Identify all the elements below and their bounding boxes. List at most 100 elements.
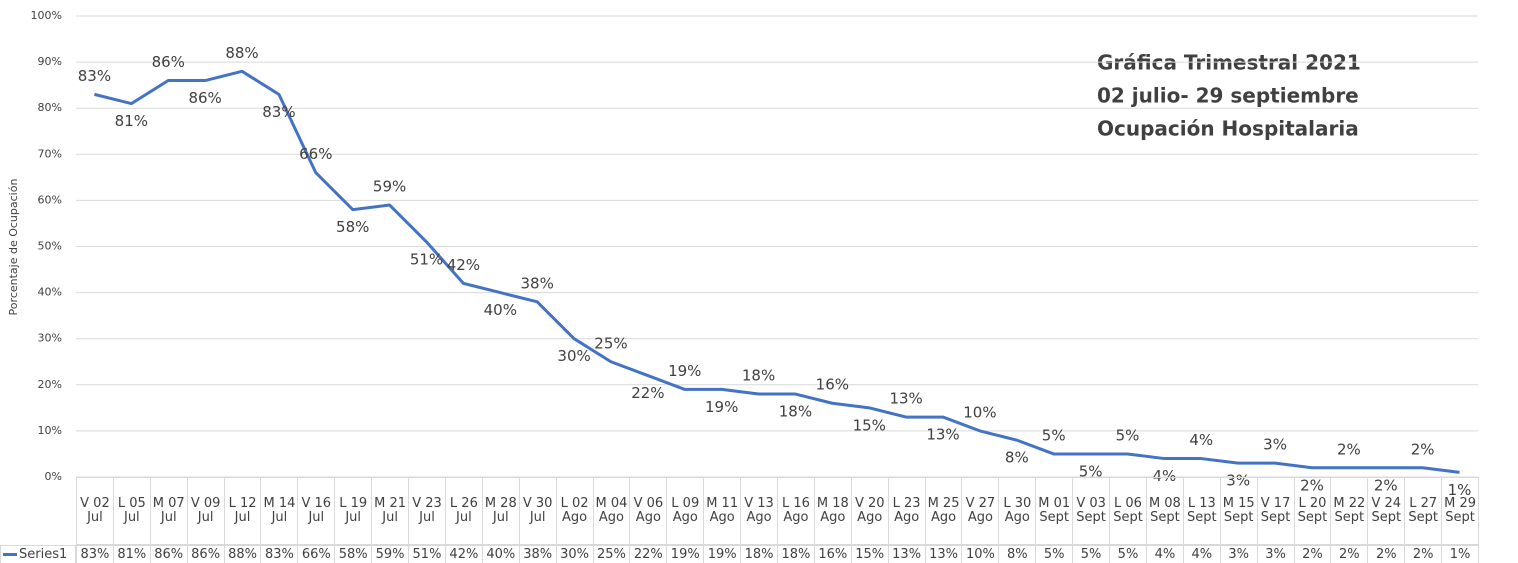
x-tick-label: M 28 Jul xyxy=(481,477,520,545)
table-value: 1% xyxy=(1441,545,1479,563)
x-tick-label: L 16 Ago xyxy=(777,477,815,545)
table-value: 2% xyxy=(1367,545,1406,563)
x-tick-label: M 18 Ago xyxy=(813,477,852,545)
table-value: 19% xyxy=(666,545,705,563)
table-value: 13% xyxy=(887,545,926,563)
table-value: 16% xyxy=(813,545,852,563)
table-value: 4% xyxy=(1145,545,1184,563)
table-value: 8% xyxy=(998,545,1037,563)
table-value: 13% xyxy=(924,545,963,563)
data-label: 88% xyxy=(225,44,258,62)
y-tick-label: 40% xyxy=(38,286,62,299)
table-value: 30% xyxy=(555,545,594,563)
data-label: 86% xyxy=(188,89,221,107)
x-tick-label: L 06 Sept xyxy=(1109,477,1147,545)
data-label: 86% xyxy=(152,53,185,71)
x-tick-label: M 22 Sept xyxy=(1330,477,1369,545)
x-tick-label: L 27 Sept xyxy=(1404,477,1443,545)
table-value: 58% xyxy=(334,545,373,563)
data-label: 13% xyxy=(926,426,959,444)
data-label: 5% xyxy=(1116,426,1140,444)
x-tick-label: M 25 Ago xyxy=(924,477,963,545)
table-value: 59% xyxy=(371,545,410,563)
data-label: 38% xyxy=(521,274,554,292)
x-tick-label: V 17 Sept xyxy=(1256,477,1295,545)
table-value: 66% xyxy=(297,545,336,563)
x-tick-label: M 29 Sept xyxy=(1441,477,1479,545)
data-label: 19% xyxy=(668,362,701,380)
x-tick-label: V 03 Sept xyxy=(1072,477,1111,545)
data-label: 4% xyxy=(1152,467,1176,485)
x-tick-label: V 30 Jul xyxy=(518,477,557,545)
table-value: 81% xyxy=(112,545,151,563)
data-label: 40% xyxy=(484,301,517,319)
data-label: 30% xyxy=(557,347,590,365)
data-label: 8% xyxy=(1005,449,1029,467)
y-tick-label: 90% xyxy=(38,55,62,68)
table-value: 18% xyxy=(740,545,778,563)
table-value: 5% xyxy=(1035,545,1074,563)
data-label: 19% xyxy=(705,398,738,416)
data-label: 1% xyxy=(1448,481,1472,499)
data-label: 83% xyxy=(262,103,295,121)
data-label: 16% xyxy=(816,376,849,394)
x-tick-label: L 23 Ago xyxy=(887,477,926,545)
table-value: 2% xyxy=(1330,545,1369,563)
y-tick-label: 70% xyxy=(38,147,62,160)
table-value: 42% xyxy=(444,545,483,563)
x-tick-label: M 14 Jul xyxy=(260,477,299,545)
x-tick-label: L 19 Jul xyxy=(334,477,373,545)
x-tick-label: M 01 Sept xyxy=(1035,477,1074,545)
data-label: 81% xyxy=(115,112,148,130)
data-label: 59% xyxy=(373,178,406,196)
y-tick-label: 50% xyxy=(38,240,62,253)
table-value: 15% xyxy=(850,545,889,563)
y-tick-label: 10% xyxy=(38,424,62,437)
x-tick-label: V 02 Jul xyxy=(76,477,114,545)
table-value: 83% xyxy=(76,545,114,563)
x-tick-label: L 09 Ago xyxy=(666,477,705,545)
y-axis-label: Porcentaje de Ocupación xyxy=(7,179,20,316)
table-value: 40% xyxy=(481,545,520,563)
y-tick-label: 30% xyxy=(38,332,62,345)
data-label: 2% xyxy=(1411,440,1435,458)
table-value: 2% xyxy=(1404,545,1443,563)
x-tick-label: L 26 Jul xyxy=(444,477,483,545)
data-label: 42% xyxy=(447,256,480,274)
y-tick-label: 100% xyxy=(31,9,62,22)
data-label: 83% xyxy=(78,67,111,85)
data-label: 3% xyxy=(1226,472,1250,490)
data-label: 18% xyxy=(779,403,812,421)
data-label: 2% xyxy=(1300,476,1324,494)
table-value: 86% xyxy=(186,545,225,563)
table-value: 5% xyxy=(1072,545,1111,563)
data-label: 66% xyxy=(299,145,332,163)
legend-swatch xyxy=(3,553,17,556)
table-value: 3% xyxy=(1219,545,1258,563)
y-tick-label: 0% xyxy=(45,470,62,483)
x-tick-label: V 24 Sept xyxy=(1367,477,1406,545)
table-value: 19% xyxy=(703,545,742,563)
x-tick-label: L 13 Sept xyxy=(1182,477,1221,545)
x-tick-label: L 30 Ago xyxy=(998,477,1037,545)
data-label: 25% xyxy=(594,334,627,352)
y-tick-label: 80% xyxy=(38,101,62,114)
table-value: 38% xyxy=(518,545,557,563)
data-label: 58% xyxy=(336,218,369,236)
legend-entry: Series1 xyxy=(0,545,76,563)
x-tick-label: V 27 Ago xyxy=(961,477,1000,545)
table-value: 3% xyxy=(1256,545,1295,563)
table-value: 22% xyxy=(629,545,668,563)
table-value: 10% xyxy=(961,545,1000,563)
chart-title: Ocupación Hospitalaria xyxy=(1097,117,1359,141)
x-tick-label: M 07 Jul xyxy=(149,477,188,545)
table-value: 83% xyxy=(260,545,299,563)
x-tick-label: V 13 Ago xyxy=(740,477,778,545)
x-tick-label: M 21 Jul xyxy=(371,477,410,545)
data-label: 2% xyxy=(1337,440,1361,458)
x-tick-label: L 12 Jul xyxy=(223,477,262,545)
x-tick-label: M 11 Ago xyxy=(703,477,742,545)
data-label: 10% xyxy=(963,403,996,421)
x-tick-label: V 23 Jul xyxy=(408,477,446,545)
